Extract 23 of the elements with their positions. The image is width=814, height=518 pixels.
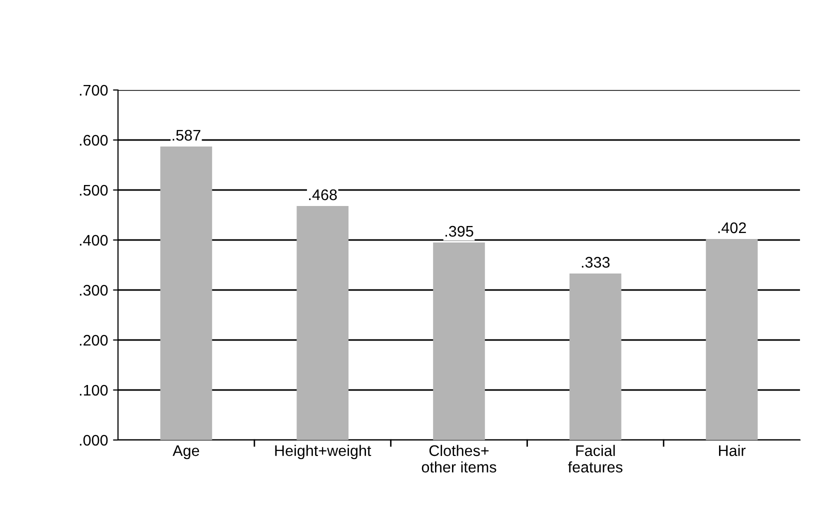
x-tick-label: Age: [172, 445, 200, 460]
y-tick-label: .500: [80, 184, 108, 196]
bar: [569, 274, 622, 440]
x-tick-label: Hair: [719, 444, 746, 456]
data-label: .333: [582, 256, 610, 268]
bar: [296, 206, 349, 440]
y-tick-label: .300: [80, 284, 108, 296]
data-label: .587: [172, 130, 200, 141]
x-tick-label: Height+weight: [275, 444, 372, 460]
x-tick-label: Clothes+ other items: [422, 444, 496, 473]
data-label: .402: [718, 222, 746, 234]
y-tick-label: .400: [80, 234, 108, 246]
y-tick-label: .700: [80, 84, 108, 96]
bar: [706, 239, 758, 440]
x-tick-label: Facial features: [568, 444, 622, 473]
data-label: .395: [446, 226, 474, 237]
y-tick-label: .100: [80, 384, 108, 396]
y-tick-label: .000: [80, 434, 108, 446]
data-label: .468: [309, 189, 337, 200]
y-tick-label: .200: [80, 334, 108, 346]
bar: [433, 242, 485, 440]
bar: [160, 146, 212, 440]
y-tick-label: .600: [80, 134, 108, 146]
